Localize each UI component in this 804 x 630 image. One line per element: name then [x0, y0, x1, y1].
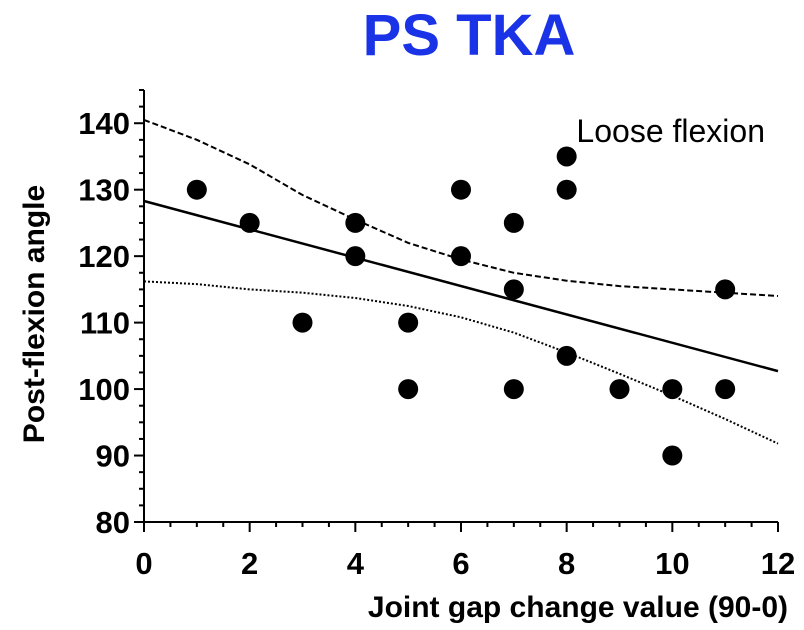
data-point: [345, 212, 366, 233]
data-point: [398, 379, 419, 400]
annotation-loose-flexion: Loose flexion: [576, 113, 765, 149]
data-point: [503, 379, 524, 400]
data-point: [451, 246, 471, 267]
x-tick-label: 10: [655, 546, 689, 581]
data-point: [292, 312, 313, 333]
data-point: [345, 246, 366, 267]
data-point: [609, 379, 630, 400]
x-axis-label: Joint gap change value (90-0): [368, 591, 788, 624]
x-tick-label: 8: [558, 546, 575, 581]
plot-area: 0 2 4 6 8 10 12 80 90 100 110 120 130 140: [78, 89, 795, 581]
data-point: [239, 212, 260, 233]
data-point: [503, 212, 524, 233]
x-tick-label: 4: [347, 546, 365, 581]
data-point: [398, 312, 419, 333]
y-tick-label: 110: [80, 306, 130, 341]
x-tick-label: 2: [241, 546, 258, 581]
y-tick-label: 90: [96, 439, 130, 474]
x-tick-label: 0: [135, 546, 152, 581]
data-point: [503, 279, 524, 300]
data-point: [715, 279, 736, 300]
y-tick-label: 140: [78, 106, 130, 141]
x-tick-label: 12: [761, 546, 795, 581]
data-point: [556, 345, 577, 366]
data-point: [451, 179, 471, 200]
regression-line: [143, 199, 779, 373]
data-point: [662, 379, 683, 400]
x-tick-label: 6: [452, 546, 469, 581]
data-point: [186, 179, 207, 200]
y-tick-label: 100: [78, 372, 130, 407]
data-point: [556, 179, 577, 200]
chart-title: PS TKA: [363, 3, 576, 68]
data-point: [715, 379, 736, 400]
y-tick-label: 120: [78, 239, 130, 274]
y-tick-label: 130: [78, 173, 130, 208]
data-point: [662, 445, 683, 466]
lower-confidence-band: [143, 280, 779, 445]
y-tick-label: 80: [96, 505, 130, 540]
data-point: [556, 146, 577, 167]
y-axis-label: Post-flexion angle: [18, 185, 51, 443]
